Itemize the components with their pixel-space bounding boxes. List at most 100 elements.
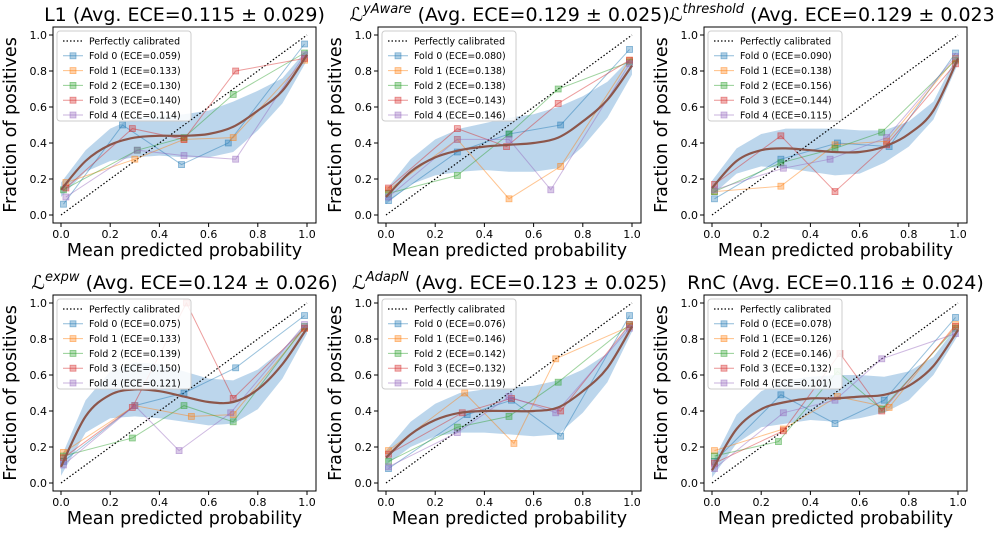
- fold-1-point: [831, 141, 839, 149]
- legend: Perfectly calibrated Fold 0 (ECE=0.059) Fo…: [56, 30, 192, 122]
- x-tick-label: 0.6: [851, 228, 869, 241]
- fold-0-point: [952, 313, 959, 321]
- fold-3-point: [554, 100, 562, 107]
- axes-frame: [52, 26, 317, 224]
- fold-0-point: [831, 420, 839, 428]
- legend-fold-2-label: Fold 2 (ECE=0.142): [414, 349, 506, 360]
- fold-4-point: [62, 193, 70, 201]
- x-tick-label: 0.2: [101, 496, 119, 509]
- legend-fold-2-swatch-marker: [394, 349, 402, 357]
- fold-4-point: [547, 186, 555, 194]
- fold-3-point: [626, 56, 633, 64]
- fold-4-point: [826, 155, 834, 163]
- fold-4-point: [779, 409, 787, 417]
- fold-3-point: [779, 427, 787, 435]
- x-tick-label: 0.4: [151, 228, 169, 241]
- fold-1-line: [714, 324, 956, 452]
- fold-3-point: [385, 184, 392, 192]
- fold-2-point: [775, 438, 782, 446]
- panel-title-main: ℒ: [31, 272, 45, 294]
- panel-title: ℒexpw (Avg. ECE=0.124 ± 0.026): [31, 270, 337, 294]
- legend-fold-0-swatch-marker: [69, 52, 77, 60]
- fold-3-point: [128, 125, 136, 132]
- legend-fold-0-swatch-marker: [394, 52, 402, 60]
- x-tick-label: 0.4: [802, 228, 820, 241]
- plot-area: [385, 302, 633, 484]
- legend-fold-4-label: Fold 4 (ECE=0.115): [740, 110, 832, 121]
- x-tick-label: 0.0: [377, 496, 395, 509]
- panel-title-superscript: AdapN: [365, 270, 409, 285]
- y-tick-label: 0.4: [681, 405, 699, 418]
- axes-frame: [703, 294, 968, 492]
- fold-1-point: [777, 182, 785, 190]
- x-tick-label: 0.8: [249, 496, 267, 509]
- fold-0-line: [388, 49, 630, 202]
- x-tick-label: 0.0: [703, 228, 721, 241]
- fold-3-point: [503, 143, 510, 151]
- panel-title-rest: (Avg. ECE=0.129 ± 0.023): [744, 4, 996, 26]
- mean-calibration-curve: [385, 64, 633, 198]
- fold-1-point: [229, 134, 237, 142]
- legend-fold-2-label: Fold 2 (ECE=0.146): [740, 349, 832, 360]
- y-tick-label: 0.6: [355, 101, 373, 114]
- legend-fold-0-swatch-marker: [69, 320, 77, 328]
- y-tick-label: 0.8: [355, 333, 373, 346]
- confidence-band: [712, 53, 958, 196]
- mean-calibration-curve: [711, 329, 959, 471]
- fold-0-point: [777, 155, 785, 163]
- panel-title: RnC (Avg. ECE=0.116 ± 0.024): [687, 272, 984, 294]
- fold-2-point: [878, 128, 886, 136]
- y-tick-label: 0.6: [30, 369, 48, 382]
- fold-3-point: [626, 321, 633, 329]
- legend-fold-4-label: Fold 4 (ECE=0.119): [414, 378, 506, 389]
- fold-0-point: [626, 46, 633, 53]
- fold-2-point: [831, 144, 839, 152]
- y-tick-label: 0.6: [30, 101, 48, 114]
- legend-fold-0-swatch-marker: [394, 320, 402, 328]
- legend-fold-4-label: Fold 4 (ECE=0.114): [89, 110, 181, 121]
- legend: Perfectly calibrated Fold 0 (ECE=0.090) Fo…: [707, 30, 843, 122]
- panel-title-rest: (Avg. ECE=0.116 ± 0.024): [726, 272, 984, 294]
- legend-fold-1-label: Fold 1 (ECE=0.138): [740, 66, 832, 77]
- x-tick-label: 1.0: [623, 496, 641, 509]
- legend-fold-4-label: Fold 4 (ECE=0.146): [414, 110, 506, 121]
- fold-0-point: [557, 121, 565, 129]
- legend-fold-0-label: Fold 0 (ECE=0.078): [740, 319, 832, 330]
- fold-0-point: [952, 49, 959, 57]
- axes-frame: [52, 294, 317, 492]
- fold-3-line: [65, 57, 305, 189]
- y-axis-label: Fraction of positives: [1, 305, 21, 481]
- plot-area: [711, 34, 959, 216]
- panel-title-main: L1: [44, 4, 67, 26]
- x-tick-label: 0.0: [377, 228, 395, 241]
- x-axis-label: Mean predicted probability: [392, 241, 627, 261]
- legend-fold-1-label: Fold 1 (ECE=0.146): [414, 334, 506, 345]
- legend-fold-0-label: Fold 0 (ECE=0.076): [414, 319, 506, 330]
- fold-0-point: [301, 312, 308, 320]
- x-axis-label: Mean predicted probability: [392, 509, 627, 529]
- fold-1-line: [63, 327, 305, 453]
- fold-4-point: [952, 53, 959, 60]
- y-tick-label: 0.4: [30, 405, 48, 418]
- x-tick-label: 0.8: [249, 228, 267, 241]
- legend-fold-4-swatch-marker: [394, 111, 402, 119]
- legend-fold-4-swatch-marker: [69, 111, 77, 119]
- legend-fold-2-label: Fold 2 (ECE=0.139): [89, 349, 181, 360]
- x-tick-label: 0.6: [851, 496, 869, 509]
- x-tick-label: 1.0: [949, 228, 967, 241]
- fold-2-line: [388, 61, 630, 194]
- fold-3-point: [777, 132, 785, 140]
- fold-3-point: [232, 67, 240, 75]
- y-tick-label: 1.0: [355, 29, 373, 42]
- fold-0-line: [63, 315, 305, 462]
- x-tick-label: 0.2: [752, 228, 770, 241]
- legend-fold-1-label: Fold 1 (ECE=0.133): [89, 66, 181, 77]
- panel-title-main: ℒ: [349, 4, 363, 26]
- y-tick-label: 0.4: [355, 137, 373, 150]
- legend-fold-4-swatch-marker: [69, 379, 77, 387]
- fold-0-point: [777, 391, 785, 399]
- y-tick-label: 0.6: [355, 369, 373, 382]
- fold-0-point: [626, 312, 633, 320]
- legend-fold-4-label: Fold 4 (ECE=0.101): [740, 378, 832, 389]
- fold-1-point: [385, 447, 392, 455]
